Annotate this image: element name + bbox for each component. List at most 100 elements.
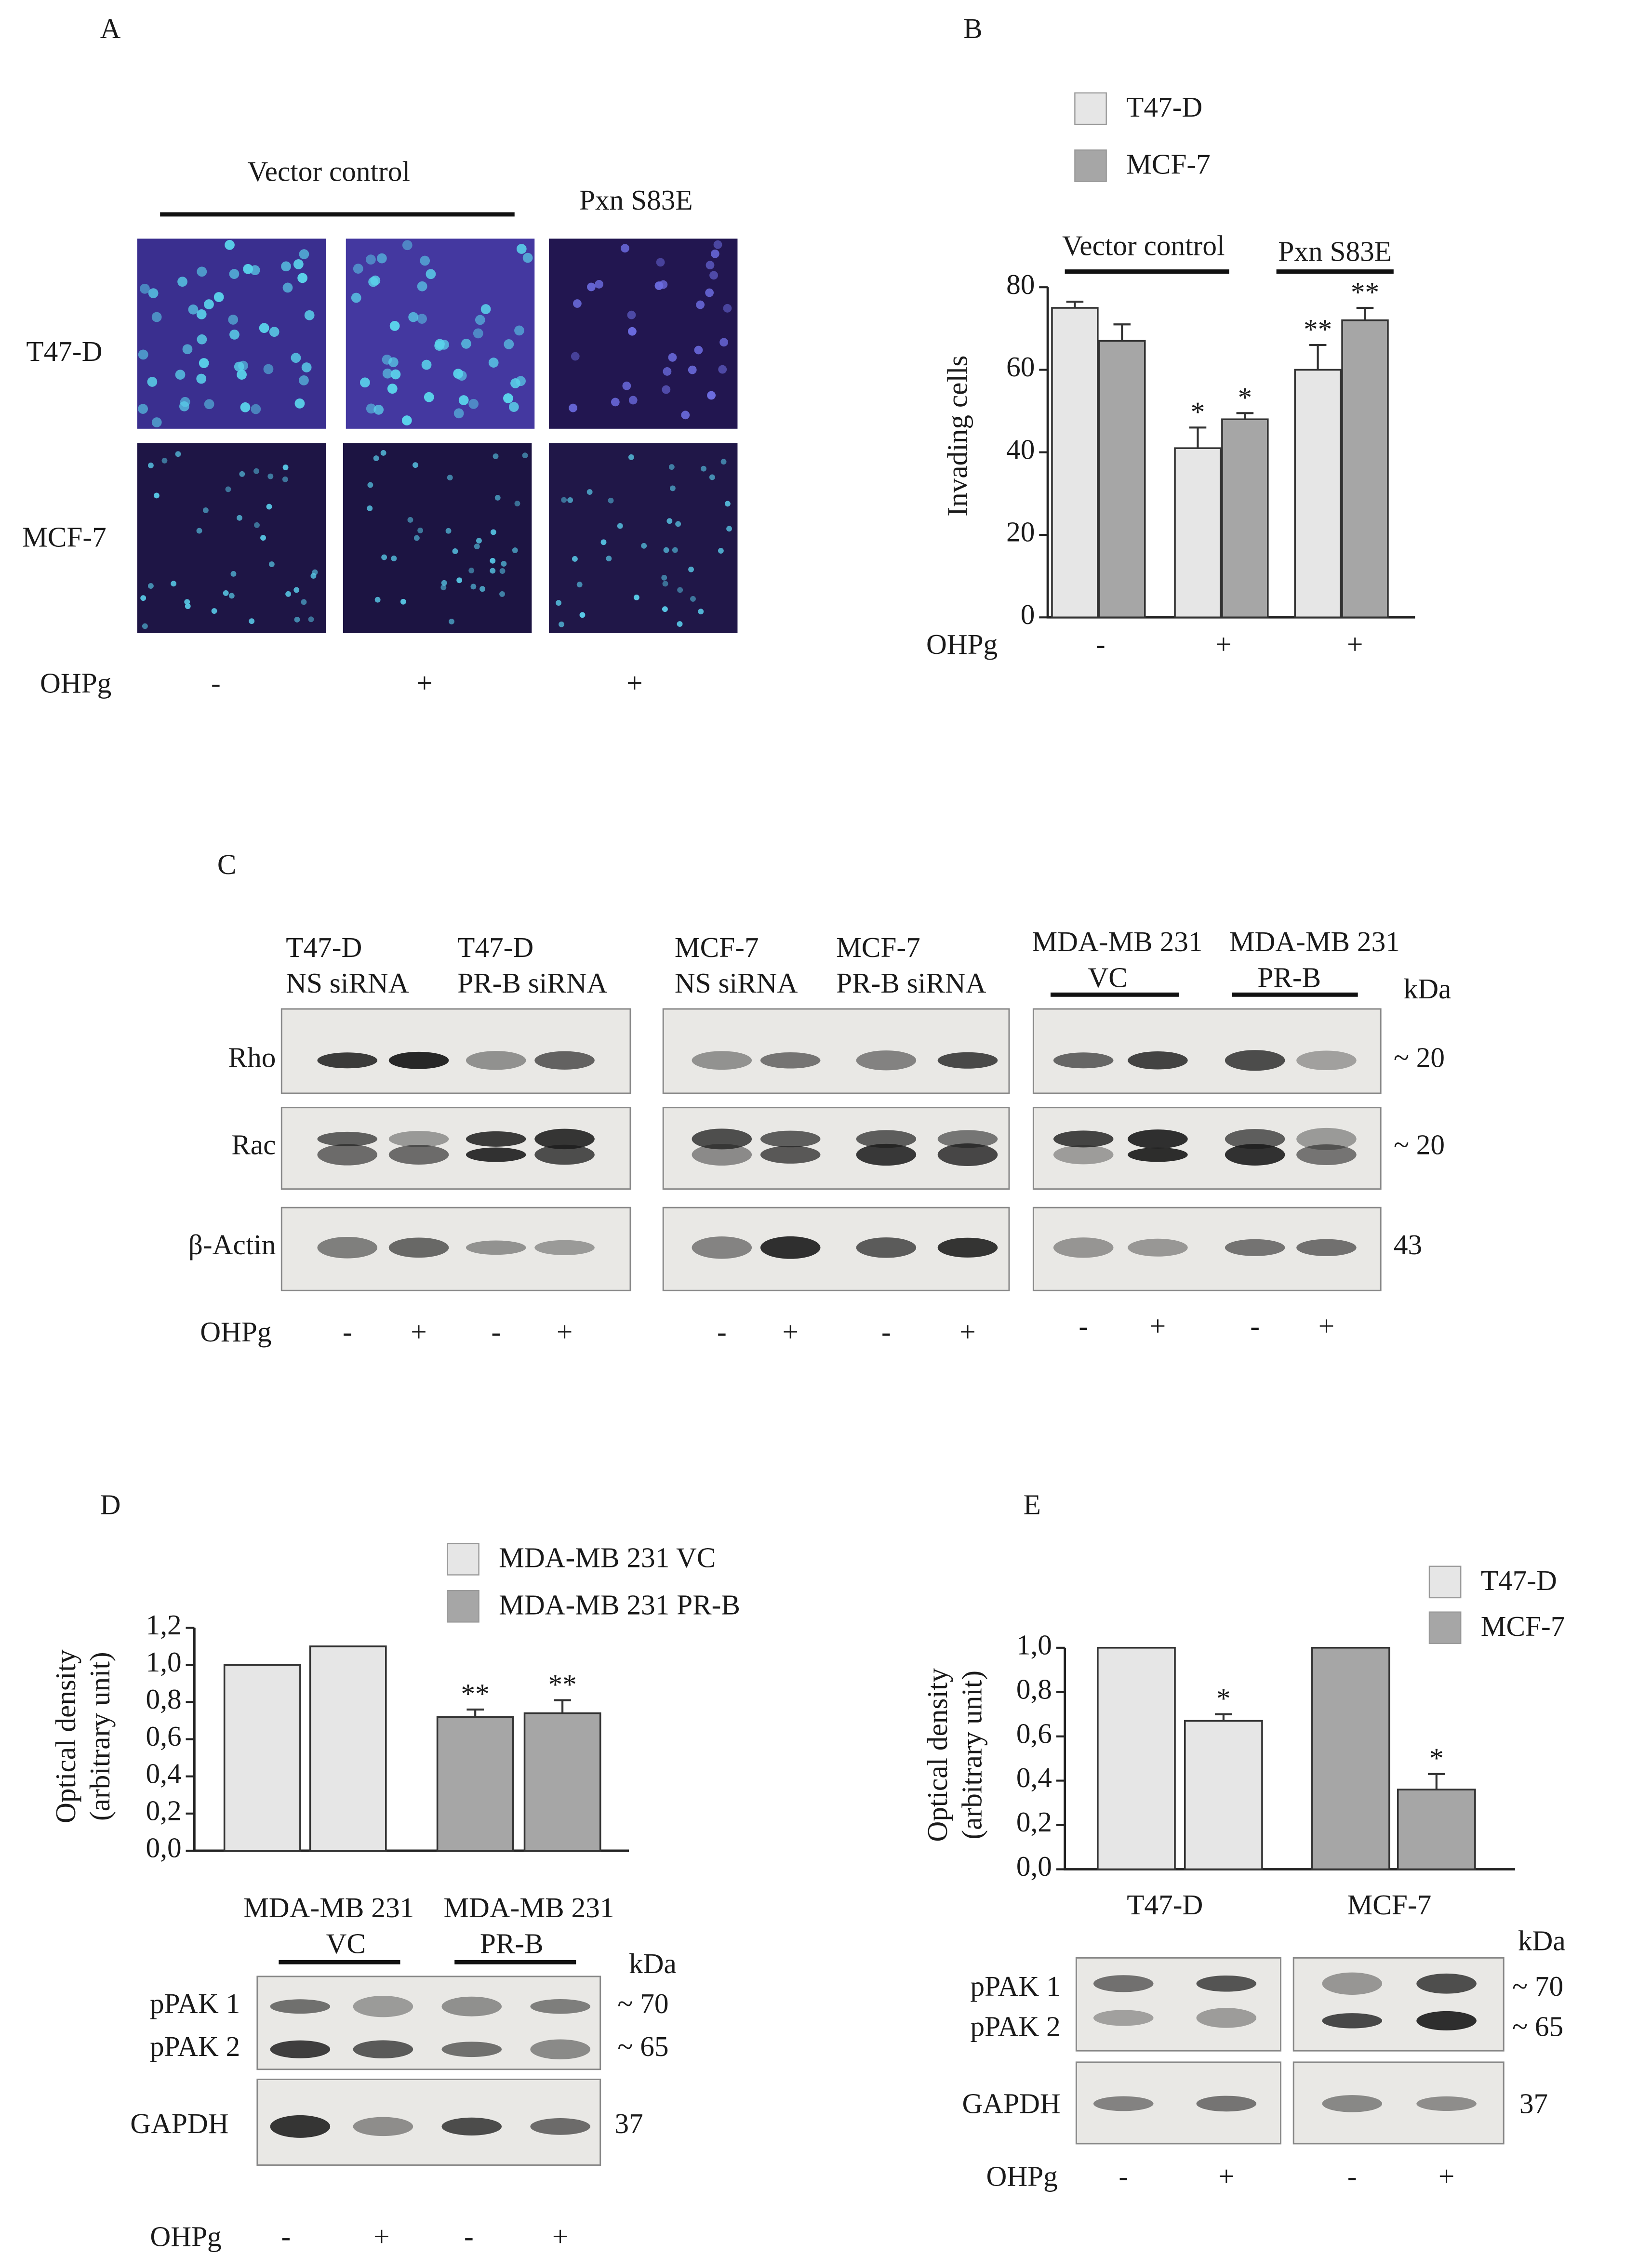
cell — [641, 543, 647, 549]
significance: ** — [548, 1669, 576, 1700]
cell — [147, 377, 158, 387]
panel-label: D — [100, 1489, 121, 1521]
cell — [504, 339, 514, 349]
kda-label: ~ 20 — [1394, 1128, 1445, 1160]
cell — [453, 369, 464, 379]
cell — [421, 359, 432, 370]
cell — [199, 358, 209, 368]
cell — [510, 378, 520, 388]
cell — [140, 595, 146, 601]
error-bar — [1236, 412, 1254, 420]
cell — [196, 373, 207, 384]
legend-swatch — [447, 1590, 479, 1623]
legend-swatch — [1074, 92, 1107, 125]
blot — [1075, 1957, 1281, 2052]
band — [466, 1240, 526, 1255]
band — [1296, 1127, 1357, 1150]
band — [1053, 1130, 1114, 1148]
cell — [420, 255, 430, 266]
band — [760, 1130, 821, 1148]
band — [270, 2115, 331, 2138]
lane-label: PR-B siRNA — [836, 967, 986, 999]
cell — [456, 577, 463, 584]
band — [760, 1052, 821, 1069]
cell — [381, 554, 387, 560]
significance: * — [1238, 381, 1252, 413]
cell — [299, 375, 309, 385]
cell — [628, 454, 634, 460]
cell — [204, 399, 214, 410]
band — [1128, 1147, 1188, 1162]
row-label: Rac — [231, 1128, 276, 1160]
cell — [661, 574, 667, 581]
cell — [474, 544, 480, 549]
legend-swatch — [1428, 1611, 1462, 1645]
cell — [508, 402, 519, 412]
cell — [663, 367, 672, 376]
cell — [499, 568, 506, 574]
cell — [449, 618, 454, 624]
bar — [1341, 319, 1389, 619]
band — [388, 1237, 449, 1258]
cell — [522, 252, 533, 263]
cell — [260, 535, 266, 541]
kda-header: kDa — [629, 1948, 677, 1979]
cell — [468, 568, 475, 574]
cell — [445, 528, 452, 534]
band — [1196, 2008, 1257, 2028]
treatment: + — [1218, 2161, 1234, 2192]
treatment-label: OHPg — [150, 2220, 221, 2252]
y-tick-label: 80 — [1006, 268, 1035, 300]
group-label: Pxn S83E — [579, 184, 693, 216]
cell — [440, 584, 447, 591]
cell — [268, 561, 275, 568]
cell — [413, 535, 420, 541]
cell — [230, 571, 237, 577]
band — [1053, 1237, 1114, 1258]
kda-label: ~ 65 — [617, 2030, 668, 2062]
cell — [490, 568, 496, 574]
group-label: Pxn S83E — [1278, 236, 1392, 267]
y-tick-label: 0 — [1021, 598, 1035, 630]
blot — [1032, 1008, 1382, 1094]
cell — [229, 330, 240, 340]
legend-label: T47-D — [1126, 91, 1202, 123]
cell — [659, 280, 668, 289]
legend-swatch — [447, 1543, 479, 1576]
lane-label: PR-B — [1257, 961, 1321, 993]
band — [270, 1999, 331, 2014]
cell — [706, 261, 715, 270]
blot — [280, 1008, 631, 1094]
lane-label: PR-B siRNA — [457, 967, 608, 999]
cell — [243, 264, 253, 274]
cell — [225, 239, 235, 250]
y-tick-label: 0,6 — [1016, 1717, 1052, 1749]
cell — [373, 455, 379, 461]
cell — [576, 582, 583, 588]
band — [1093, 2010, 1154, 2026]
lane-label: NS siRNA — [675, 967, 798, 999]
error-bar — [554, 1699, 571, 1713]
treatment: - — [1079, 1310, 1088, 1342]
cell — [291, 353, 301, 363]
cell — [196, 528, 202, 534]
row-label: pPAK 1 — [150, 1988, 240, 2019]
y-tick-label: 0,0 — [1016, 1850, 1052, 1882]
treatment: + — [411, 1316, 426, 1348]
lane-label: VC — [1088, 961, 1127, 993]
cell — [202, 507, 209, 514]
bar — [523, 1712, 601, 1852]
cell — [180, 397, 190, 407]
bar — [1294, 369, 1342, 619]
band — [760, 1146, 821, 1164]
error-bar — [1215, 1713, 1232, 1721]
cell — [488, 358, 499, 368]
y-tick-label: 60 — [1006, 351, 1035, 383]
lane-label: MDA-MB 231 — [243, 1892, 414, 1923]
cell — [453, 408, 464, 419]
band — [1416, 2096, 1477, 2111]
cell — [171, 581, 177, 587]
cell — [705, 288, 714, 297]
treatment-label: OHPg — [200, 1316, 271, 1348]
cell — [441, 580, 447, 586]
